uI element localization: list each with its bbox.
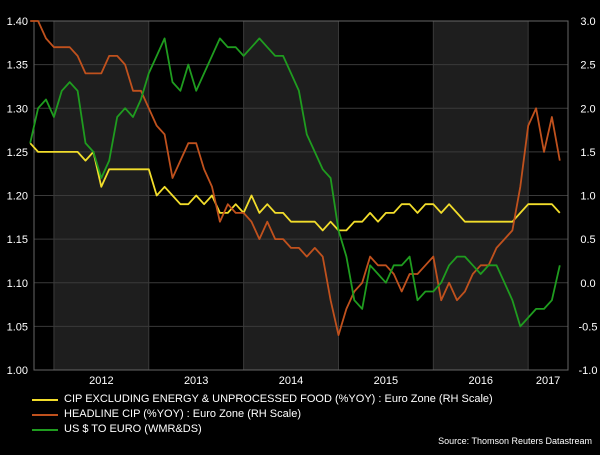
x-tick-label: 2017	[536, 375, 560, 387]
legend-swatch	[32, 428, 58, 431]
left-tick-label: 1.25	[7, 147, 28, 159]
left-tick-label: 1.40	[7, 16, 28, 28]
legend-label: US $ TO EURO (WMR&DS)	[64, 423, 202, 435]
left-tick-label: 1.20	[7, 191, 28, 203]
x-tick-label: 2014	[279, 375, 303, 387]
plot-frame	[33, 20, 569, 371]
legend-label: HEADLINE CIP (%YOY) : Euro Zone (RH Scal…	[64, 408, 301, 420]
plot-border	[33, 20, 569, 371]
series-line-2	[29, 37, 561, 328]
right-tick-label: -0.5	[579, 321, 598, 333]
source-note: Source: Thomson Reuters Datastream	[438, 436, 592, 446]
left-tick-label: 1.15	[7, 234, 28, 246]
left-tick-label: 1.05	[7, 321, 28, 333]
left-tick-label: 1.35	[7, 60, 28, 72]
legend: CIP EXCLUDING ENERGY & UNPROCESSED FOOD …	[32, 392, 493, 437]
right-tick-label: 1.0	[580, 191, 595, 203]
series-lines	[29, 20, 561, 337]
right-tick-label: 0.0	[580, 278, 595, 290]
right-tick-label: 3.0	[580, 16, 595, 28]
right-tick-label: 0.5	[580, 234, 595, 246]
right-tick-label: 1.5	[580, 147, 595, 159]
legend-swatch	[32, 398, 58, 401]
x-tick-label: 2016	[468, 375, 492, 387]
x-tick-label: 2015	[374, 375, 398, 387]
legend-item: CIP EXCLUDING ENERGY & UNPROCESSED FOOD …	[32, 392, 493, 407]
legend-item: US $ TO EURO (WMR&DS)	[32, 422, 493, 437]
series-line-1	[30, 20, 561, 337]
x-tick-label: 2013	[184, 375, 208, 387]
right-tick-label: 2.0	[580, 103, 595, 115]
right-tick-label: 2.5	[580, 60, 595, 72]
left-tick-label: 1.00	[7, 365, 28, 377]
left-tick-label: 1.10	[7, 278, 28, 290]
x-tick-label: 2012	[89, 375, 113, 387]
right-axis-ticks: -1.0 -0.5 0.0 0.5 1.0 1.5 2.0 2.5 3.0	[579, 16, 598, 377]
right-tick-label: -1.0	[579, 365, 598, 377]
legend-label: CIP EXCLUDING ENERGY & UNPROCESSED FOOD …	[64, 393, 493, 405]
left-axis-ticks: 1.00 1.05 1.10 1.15 1.20 1.25 1.30 1.35 1.40	[7, 16, 28, 377]
legend-item: HEADLINE CIP (%YOY) : Euro Zone (RH Scal…	[32, 407, 493, 422]
x-axis-ticks: 2012 2013 2014 2015 2016 2017	[89, 375, 560, 387]
legend-swatch	[32, 413, 58, 416]
series-line-0	[29, 142, 561, 232]
left-tick-label: 1.30	[7, 103, 28, 115]
